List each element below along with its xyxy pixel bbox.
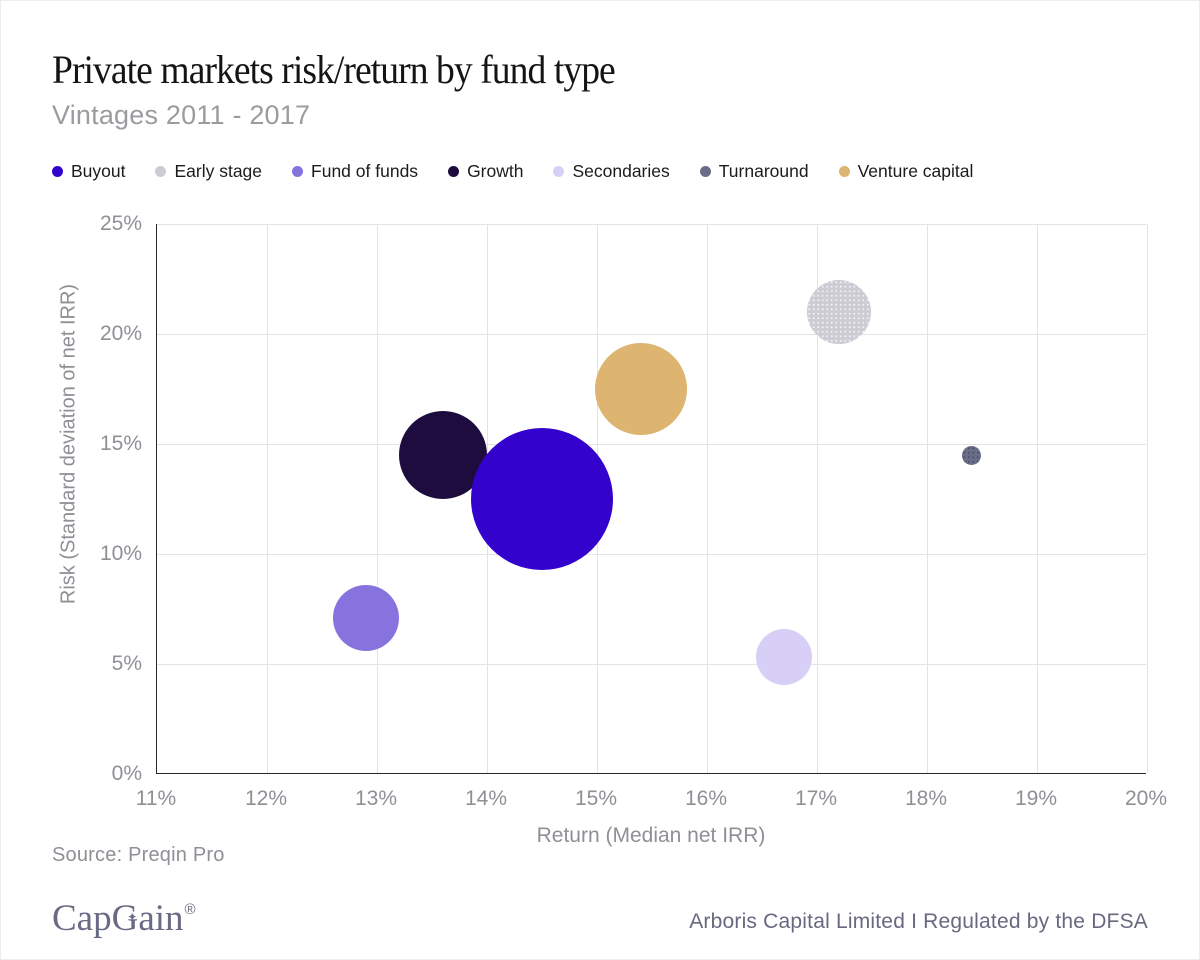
regulatory-disclaimer: Arboris Capital Limited I Regulated by t… xyxy=(689,910,1148,933)
gridline-horizontal xyxy=(157,553,1146,555)
bubble-fund-of-funds[interactable] xyxy=(333,584,399,651)
y-tick-label: 0% xyxy=(111,762,142,785)
chart-title: Private markets risk/return by fund type xyxy=(52,47,616,92)
x-tick-label: 14% xyxy=(464,787,508,810)
logo-text-ain: ain xyxy=(138,898,184,939)
legend: Buyout Early stage Fund of funds Growth Seco… xyxy=(52,161,973,182)
legend-label: Turnaround xyxy=(718,161,809,181)
x-tick-label: 20% xyxy=(1124,787,1168,810)
gridline-horizontal xyxy=(157,223,1146,225)
bubble-early-stage[interactable] xyxy=(807,280,871,344)
legend-item-turnaround: Turnaround xyxy=(699,161,809,182)
gridline-vertical xyxy=(706,224,708,773)
x-tick-label: 17% xyxy=(794,787,838,810)
bubble-turnaround[interactable] xyxy=(961,445,981,465)
gridline-horizontal xyxy=(157,663,1146,665)
source-note: Source: Preqin Pro xyxy=(52,844,225,866)
x-tick-label: 12% xyxy=(244,787,288,810)
legend-label: Fund of funds xyxy=(311,161,419,181)
legend-item-secondaries: Secondaries xyxy=(553,161,670,182)
gridline-vertical xyxy=(926,224,928,773)
x-tick-label: 19% xyxy=(1014,787,1058,810)
x-axis-title: Return (Median net IRR) xyxy=(536,824,766,847)
bubble-venture-capital[interactable] xyxy=(595,343,687,435)
legend-dot-icon xyxy=(838,166,850,177)
bubble-secondaries[interactable] xyxy=(756,629,812,686)
plot-area xyxy=(156,223,1148,774)
legend-item-venture-capital: Venture capital xyxy=(838,161,974,182)
star-icon: ✦ xyxy=(127,910,138,924)
gridline-horizontal xyxy=(157,443,1146,445)
chart-subtitle: Vintages 2011 - 2017 xyxy=(52,100,311,130)
legend-dot-icon xyxy=(553,166,565,177)
x-tick-label: 13% xyxy=(354,787,398,810)
legend-label: Growth xyxy=(467,161,524,181)
y-tick-label: 10% xyxy=(99,542,142,565)
y-tick-label: 20% xyxy=(99,322,142,345)
legend-item-early-stage: Early stage xyxy=(155,161,262,182)
gridline-horizontal xyxy=(157,333,1146,335)
legend-item-buyout: Buyout xyxy=(52,161,125,182)
legend-dot-icon xyxy=(52,166,63,177)
x-tick-label: 18% xyxy=(904,787,948,810)
y-tick-label: 15% xyxy=(99,432,142,455)
legend-item-growth: Growth xyxy=(448,161,523,182)
legend-dot-icon xyxy=(699,166,711,177)
logo-g-letter: G xyxy=(111,898,139,939)
legend-label: Early stage xyxy=(174,161,263,181)
gridline-vertical xyxy=(1036,224,1038,773)
gridline-vertical xyxy=(1146,224,1148,773)
logo-g: G ✦ xyxy=(112,897,139,940)
gridline-vertical xyxy=(816,224,818,773)
legend-dot-icon xyxy=(292,166,304,177)
bubble-buyout[interactable] xyxy=(471,428,613,570)
x-tick-label: 11% xyxy=(135,787,177,810)
registered-mark: ® xyxy=(184,901,196,918)
legend-label: Secondaries xyxy=(572,161,670,181)
gridline-vertical xyxy=(266,224,268,773)
legend-dot-icon xyxy=(448,166,460,177)
legend-label: Venture capital xyxy=(857,161,974,181)
y-tick-label: 25% xyxy=(99,212,142,235)
x-tick-label: 15% xyxy=(574,787,618,810)
legend-label: Buyout xyxy=(71,161,126,181)
x-tick-label: 16% xyxy=(684,787,728,810)
gridline-vertical xyxy=(376,224,378,773)
legend-item-fund-of-funds: Fund of funds xyxy=(292,161,418,182)
capgain-logo: CapG ✦ ain® xyxy=(52,897,196,940)
logo-text-cap: Cap xyxy=(52,898,112,939)
legend-dot-icon xyxy=(155,166,167,177)
y-tick-label: 5% xyxy=(111,652,142,675)
